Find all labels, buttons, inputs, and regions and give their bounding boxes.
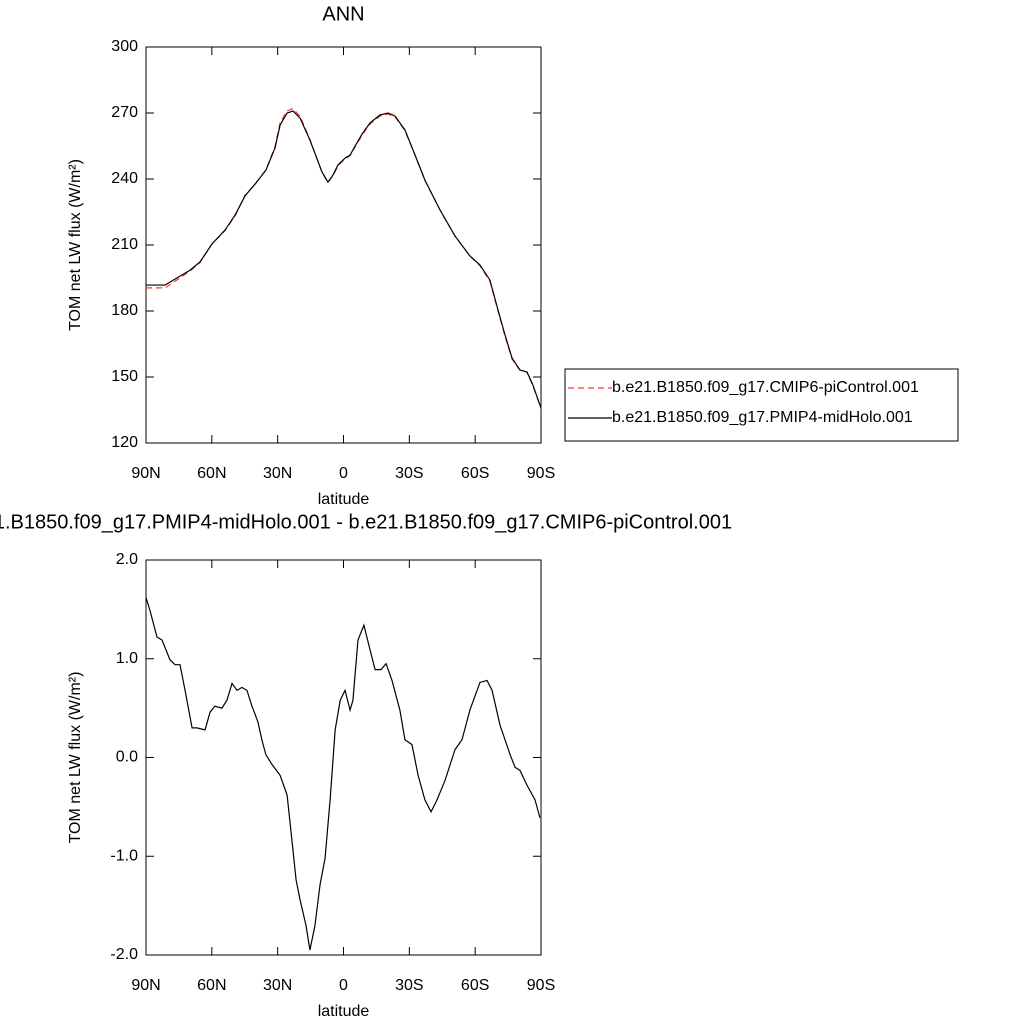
legend-label: b.e21.B1850.f09_g17.PMIP4-midHolo.001 [612,409,913,426]
chart-title: ANN [322,3,364,25]
data-line [145,597,541,951]
x-tick-label: 60N [197,977,226,994]
x-tick-label: 30S [395,465,423,482]
plot-frame [145,559,542,956]
legend-label: b.e21.B1850.f09_g17.CMIP6-piControl.001 [612,379,919,396]
y-tick-label: 0.0 [116,749,138,766]
x-tick-label: 30S [395,977,423,994]
x-tick-label: 90S [527,465,555,482]
x-tick-label: 0 [339,465,348,482]
x-tick-label: 90N [131,465,160,482]
chart-title: b.e21.B1850.f09_g17.PMIP4-midHolo.001 - … [0,511,732,533]
x-axis-label: latitude [318,1003,370,1020]
y-tick-label: 120 [111,434,138,451]
y-tick-label: 150 [111,368,138,385]
y-tick-label: 270 [111,104,138,121]
y-tick-label: 210 [111,236,138,253]
data-line [146,110,542,409]
legend-box [564,368,959,442]
x-tick-label: 30N [263,977,292,994]
y-axis-label: TOM net LW flux (W/m²) [67,672,84,844]
y-axis-label: TOM net LW flux (W/m²) [67,159,84,331]
y-tick-label: -2.0 [110,946,138,963]
x-tick-label: 90N [131,977,160,994]
x-tick-label: 30N [263,465,292,482]
x-axis-label: latitude [318,491,370,508]
y-tick-label: 300 [111,38,138,55]
data-line [146,107,542,409]
y-tick-label: 1.0 [116,650,138,667]
x-tick-label: 60N [197,465,226,482]
x-tick-label: 90S [527,977,555,994]
y-tick-label: 180 [111,302,138,319]
plot-frame [145,46,542,444]
x-tick-label: 0 [339,977,348,994]
y-tick-label: 240 [111,170,138,187]
x-tick-label: 60S [461,977,489,994]
y-tick-label: -1.0 [110,847,138,864]
y-tick-label: 2.0 [116,551,138,568]
x-tick-label: 60S [461,465,489,482]
